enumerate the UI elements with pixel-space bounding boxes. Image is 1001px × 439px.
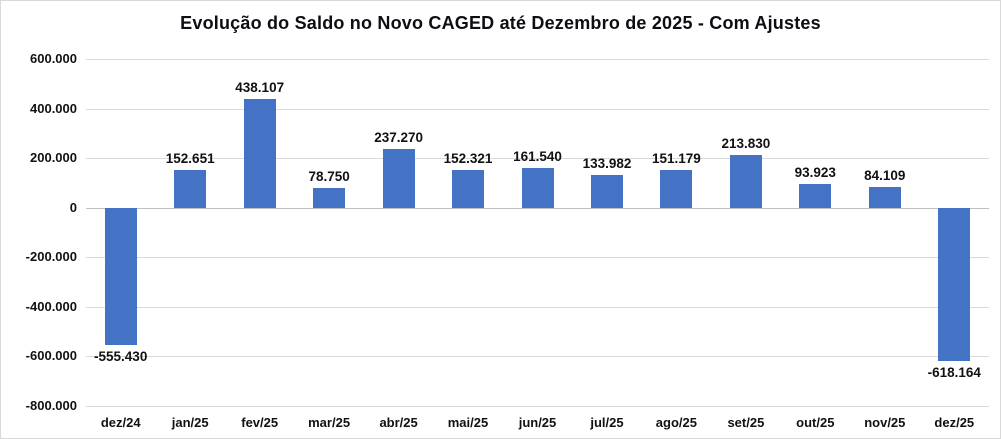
data-label: -555.430 (94, 349, 148, 365)
y-tick-label: 600.000 (30, 51, 77, 66)
x-tick-label: ago/25 (655, 415, 697, 430)
x-tick-label: jun/25 (518, 415, 557, 430)
data-label: 84.109 (864, 167, 906, 183)
x-tick-label: nov/25 (864, 415, 906, 430)
y-tick-label: -800.000 (25, 398, 77, 413)
bar-fev-25 (243, 99, 276, 208)
x-tick-label: mar/25 (308, 415, 351, 430)
data-label: 152.321 (443, 151, 493, 166)
gridline (86, 306, 989, 308)
data-label: -618.164 (927, 364, 981, 380)
x-tick-label: dez/24 (100, 415, 141, 430)
bar-jan-25 (174, 169, 207, 208)
data-label: 161.540 (513, 148, 562, 164)
y-tick-label: -400.000 (25, 298, 77, 314)
x-tick-label: set/25 (727, 415, 765, 430)
data-label: 151.179 (651, 151, 701, 167)
bar-jun-25 (521, 167, 554, 208)
x-tick-label: fev/25 (241, 415, 279, 430)
bar-nov-25 (868, 186, 901, 208)
x-tick-label: abr/25 (379, 415, 418, 430)
x-tick-label: jan/25 (171, 415, 209, 430)
bar-dez-24 (104, 207, 137, 346)
y-tick-label: 0 (69, 199, 77, 215)
x-tick-label: jul/25 (590, 415, 624, 430)
bar-set-25 (729, 154, 762, 208)
gridline (86, 158, 989, 160)
bar-dez-25 (938, 207, 971, 361)
y-tick-label: -200.000 (25, 249, 77, 265)
x-tick-label: mai/25 (447, 415, 489, 430)
bar-abr-25 (382, 148, 415, 208)
data-label: 93.923 (794, 165, 836, 181)
data-label: 213.830 (721, 135, 771, 151)
bar-out-25 (799, 184, 832, 208)
data-label: 438.107 (235, 80, 285, 96)
data-label: 133.982 (582, 155, 632, 171)
zero-axis-line (86, 207, 989, 209)
x-tick-label: out/25 (796, 415, 835, 430)
chart-title: Evolução do Saldo no Novo CAGED até Deze… (180, 13, 821, 33)
data-label: 152.651 (165, 150, 215, 166)
gridline (86, 108, 989, 110)
gridline (86, 257, 989, 259)
data-label: 78.750 (308, 169, 350, 185)
gridline (86, 59, 989, 60)
bar-mai-25 (452, 170, 484, 208)
bar-jul-25 (591, 174, 623, 208)
x-tick-label: dez/25 (934, 415, 975, 430)
gridline (86, 406, 989, 407)
gridline (86, 356, 989, 358)
data-label: 237.270 (374, 129, 423, 145)
y-tick-label: -600.000 (25, 348, 77, 364)
y-tick-label: 200.000 (30, 150, 77, 166)
bar-ago-25 (660, 170, 693, 208)
y-tick-label: 400.000 (30, 100, 77, 116)
bar-mar-25 (313, 188, 346, 208)
